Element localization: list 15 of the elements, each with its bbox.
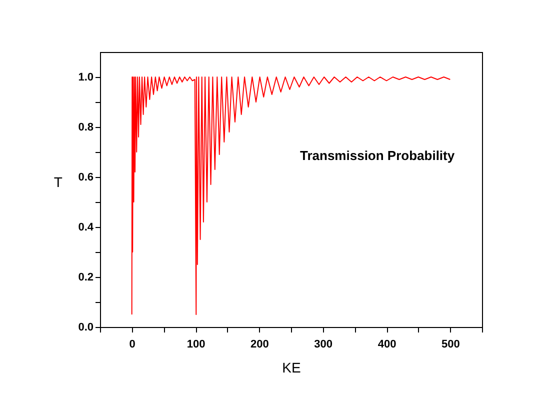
y-tick-label: 0.6: [78, 172, 94, 184]
y-tick-label: 0.0: [78, 322, 94, 334]
y-tick-label: 0.2: [78, 272, 94, 284]
y-tick-label: 1.0: [78, 72, 94, 84]
x-tick-label: 100: [186, 338, 206, 350]
x-tick-label: 400: [378, 338, 396, 350]
x-tick-label: 0: [129, 338, 136, 350]
x-tick-label: 200: [250, 338, 269, 350]
x-tick-label: 500: [441, 338, 460, 350]
annotation: Transmission Probability: [300, 148, 456, 163]
x-tick-label: 300: [314, 338, 333, 350]
y-axis-title: T: [54, 174, 63, 190]
y-tick-label: 0.4: [78, 222, 94, 234]
x-axis-title: KE: [282, 360, 301, 376]
y-tick-label: 0.8: [78, 122, 94, 134]
